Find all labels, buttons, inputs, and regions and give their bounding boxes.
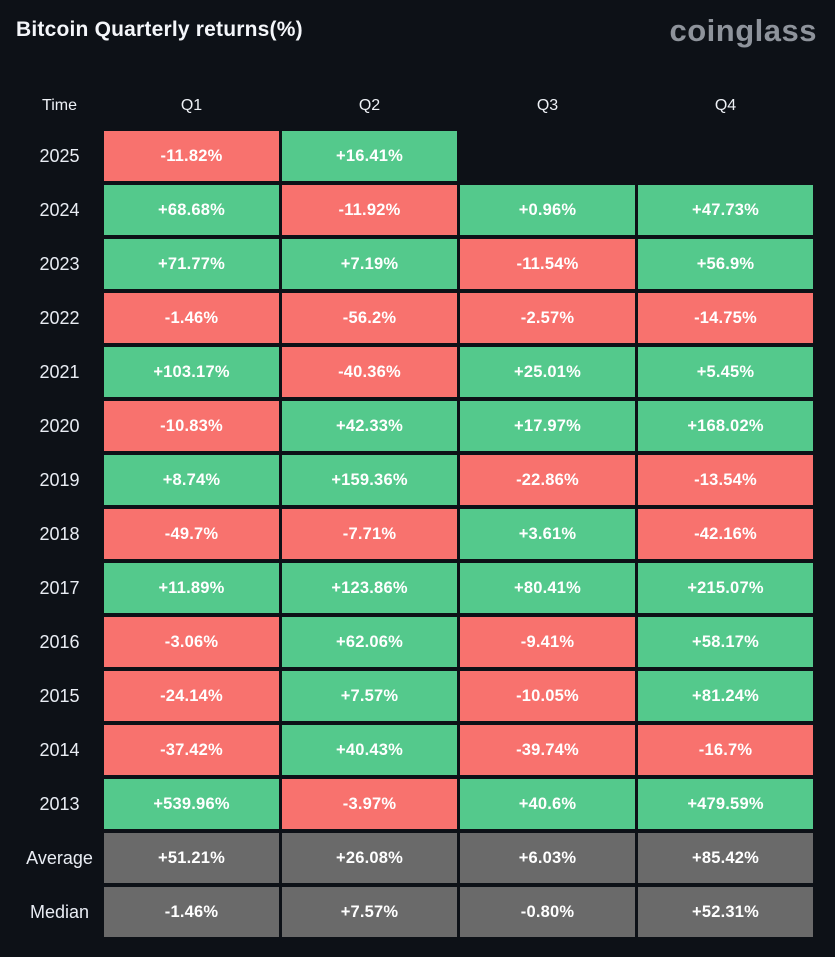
return-cell: +80.41% (460, 563, 635, 613)
return-cell: +68.68% (104, 185, 279, 235)
return-cell: +42.33% (282, 401, 457, 451)
row-label-2013: 2013 (39, 793, 80, 814)
row-label-2014: 2014 (39, 739, 80, 760)
empty-cell (638, 131, 813, 181)
return-cell: +7.57% (282, 887, 457, 937)
row-label-2023: 2023 (39, 253, 80, 274)
return-cell: -22.86% (460, 455, 635, 505)
return-cell: +52.31% (638, 887, 813, 937)
return-cell: +47.73% (638, 185, 813, 235)
return-cell: +8.74% (104, 455, 279, 505)
return-cell: -56.2% (282, 293, 457, 343)
return-cell: -7.71% (282, 509, 457, 559)
return-cell: +71.77% (104, 239, 279, 289)
row-label-median: Median (29, 901, 90, 922)
return-cell: +479.59% (638, 779, 813, 829)
return-cell: +7.19% (282, 239, 457, 289)
row-label-average: Average (26, 847, 93, 868)
return-cell: +168.02% (638, 401, 813, 451)
row-label-2020: 2020 (39, 415, 80, 436)
return-cell: -37.42% (104, 725, 279, 775)
return-cell: +0.96% (460, 185, 635, 235)
row-label-2017: 2017 (39, 577, 80, 598)
return-cell: -1.46% (104, 887, 279, 937)
row-label-2018: 2018 (39, 523, 80, 544)
return-cell: -9.41% (460, 617, 635, 667)
return-cell: +25.01% (460, 347, 635, 397)
return-cell: +85.42% (638, 833, 813, 883)
return-cell: -3.06% (104, 617, 279, 667)
return-cell: -11.82% (104, 131, 279, 181)
column-header-q3: Q3 (536, 96, 559, 114)
return-cell: -11.92% (282, 185, 457, 235)
return-cell: +7.57% (282, 671, 457, 721)
return-cell: +123.86% (282, 563, 457, 613)
return-cell: +58.17% (638, 617, 813, 667)
return-cell: -11.54% (460, 239, 635, 289)
return-cell: +16.41% (282, 131, 457, 181)
return-cell: +159.36% (282, 455, 457, 505)
return-cell: +56.9% (638, 239, 813, 289)
return-cell: +3.61% (460, 509, 635, 559)
return-cell: -14.75% (638, 293, 813, 343)
return-cell: +40.6% (460, 779, 635, 829)
return-cell: -10.83% (104, 401, 279, 451)
row-label-2022: 2022 (39, 307, 80, 328)
return-cell: -10.05% (460, 671, 635, 721)
row-label-2025: 2025 (39, 145, 80, 166)
row-label-2021: 2021 (39, 361, 80, 382)
row-label-2016: 2016 (39, 631, 80, 652)
return-cell: -42.16% (638, 509, 813, 559)
column-header-q2: Q2 (358, 96, 381, 114)
row-label-2019: 2019 (39, 469, 80, 490)
return-cell: +17.97% (460, 401, 635, 451)
return-cell: -16.7% (638, 725, 813, 775)
return-cell: +40.43% (282, 725, 457, 775)
return-cell: -2.57% (460, 293, 635, 343)
return-cell: +5.45% (638, 347, 813, 397)
return-cell: +62.06% (282, 617, 457, 667)
page-title: Bitcoin Quarterly returns(%) (16, 18, 303, 41)
page-header: Bitcoin Quarterly returns(%) coinglass (0, 0, 835, 48)
return-cell: +215.07% (638, 563, 813, 613)
row-label-2015: 2015 (39, 685, 80, 706)
return-cell: -0.80% (460, 887, 635, 937)
time-column-header: Time (42, 96, 77, 114)
return-cell: -13.54% (638, 455, 813, 505)
return-cell: +539.96% (104, 779, 279, 829)
return-cell: +6.03% (460, 833, 635, 883)
return-cell: -49.7% (104, 509, 279, 559)
return-cell: -40.36% (282, 347, 457, 397)
return-cell: -1.46% (104, 293, 279, 343)
return-cell: +81.24% (638, 671, 813, 721)
return-cell: +51.21% (104, 833, 279, 883)
return-cell: +103.17% (104, 347, 279, 397)
row-label-2024: 2024 (39, 199, 80, 220)
coinglass-logo[interactable]: coinglass (669, 12, 817, 48)
return-cell: -39.74% (460, 725, 635, 775)
quarterly-returns-table: 2025 -11.82% +16.41% 2024 +68.68% -11.92% +0.9… (0, 131, 813, 937)
column-header-q1: Q1 (180, 96, 203, 114)
column-header-q4: Q4 (714, 96, 737, 114)
column-header-row: Time Q1 Q2 Q3 Q4 (0, 84, 813, 127)
return-cell: +26.08% (282, 833, 457, 883)
return-cell: -24.14% (104, 671, 279, 721)
return-cell: +11.89% (104, 563, 279, 613)
empty-cell (460, 131, 635, 181)
return-cell: -3.97% (282, 779, 457, 829)
